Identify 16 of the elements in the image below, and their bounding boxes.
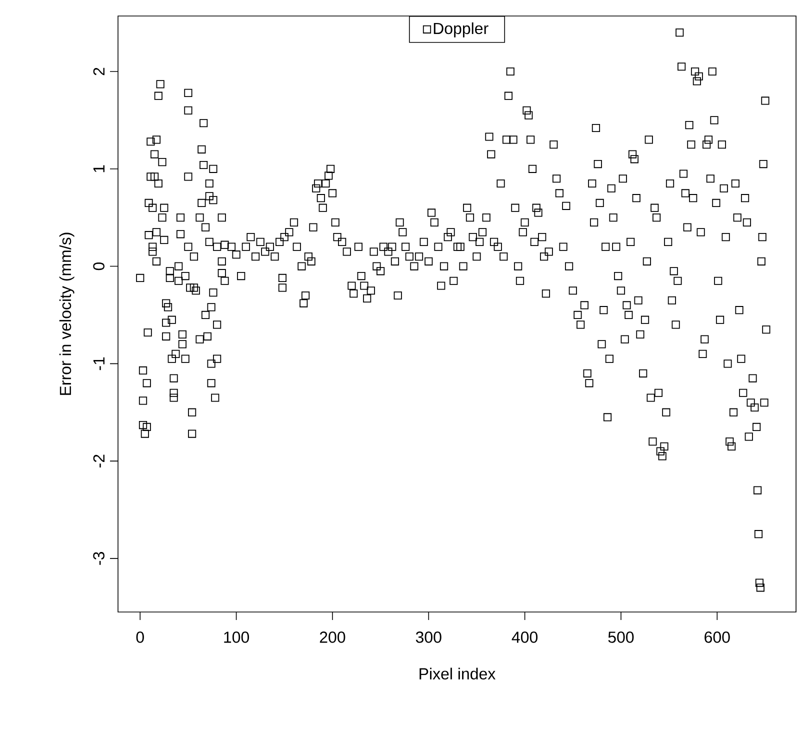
legend-label: Doppler: [434, 22, 488, 38]
y-tick-label: -3: [93, 552, 104, 565]
x-axis-title: Pixel index: [420, 668, 496, 680]
y-axis-title: Error in velocity (mm/s): [59, 232, 74, 395]
x-tick-label: 400: [512, 632, 538, 643]
x-tick-label: 500: [608, 632, 634, 643]
x-tick-label: 600: [704, 632, 730, 643]
x-tick-label: 200: [320, 632, 346, 643]
y-tick-label: 2: [93, 68, 104, 76]
x-tick-label: 300: [416, 632, 442, 643]
x-tick-label: 0: [136, 632, 144, 643]
y-tick-label: -2: [93, 454, 104, 468]
y-tick-label: 1: [93, 165, 104, 172]
x-tick-label: 100: [224, 632, 250, 643]
y-tick-label: 0: [93, 262, 104, 270]
y-tick-label: -1: [93, 357, 104, 370]
